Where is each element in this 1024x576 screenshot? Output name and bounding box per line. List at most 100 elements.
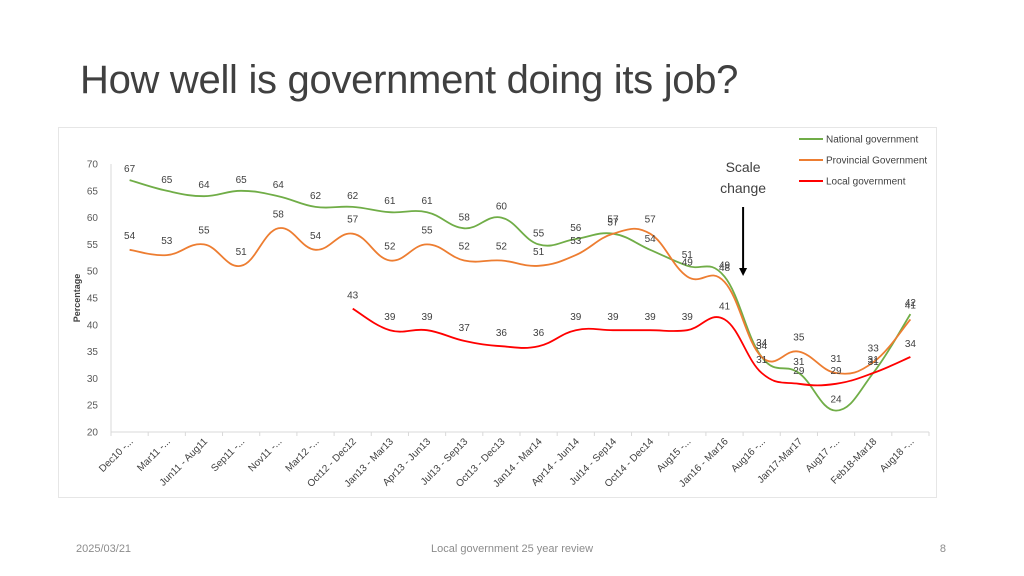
national-government-data-label: 62 — [347, 191, 359, 202]
national-government-data-label: 65 — [236, 175, 248, 186]
x-tick-label: Dec10 -... — [97, 436, 135, 474]
national-government-data-label: 24 — [830, 395, 842, 406]
national-government-data-label: 61 — [421, 196, 433, 207]
x-ticks: Dec10 -... Mar11 -...Jun11 - Aug11 Sep11 -… — [97, 432, 930, 490]
y-tick-label: 35 — [87, 347, 99, 358]
local-government-data-label: 39 — [682, 312, 694, 323]
y-tick-label: 55 — [87, 240, 99, 251]
x-tick-label: Aug16 -... — [729, 436, 767, 474]
national-government-data-label: 31 — [868, 357, 880, 368]
annotation-text-change: change — [720, 180, 766, 196]
local-government-data-label: 39 — [645, 312, 657, 323]
x-tick-label: Aug18 -... — [878, 436, 916, 474]
y-axis-label: Percentage — [72, 274, 82, 323]
chart-axes — [110, 164, 929, 433]
series-lines — [129, 179, 912, 412]
national-government-data-label: 64 — [198, 180, 210, 191]
provincial-government-data-label: 51 — [236, 247, 248, 258]
national-government-data-label: 49 — [719, 261, 731, 272]
y-tick-label: 65 — [87, 186, 99, 197]
national-government-data-label: 67 — [124, 164, 136, 175]
legend-label-national-government: National government — [826, 135, 918, 146]
provincial-government-data-label: 52 — [384, 241, 396, 252]
national-government-data-label: 62 — [310, 191, 322, 202]
national-government-data-label: 55 — [533, 228, 545, 239]
y-tick-label: 25 — [87, 401, 99, 412]
y-tick-label: 45 — [87, 294, 99, 305]
national-government-data-label: 61 — [384, 196, 396, 207]
local-government-data-label: 36 — [496, 328, 508, 339]
local-government-data-label: 29 — [830, 366, 842, 377]
y-tick-label: 60 — [87, 213, 99, 224]
provincial-government-data-label: 57 — [607, 215, 619, 226]
national-government-data-label: 51 — [682, 250, 694, 261]
national-government-data-label: 54 — [645, 234, 657, 245]
x-tick-label: Nov11 -... — [247, 436, 285, 474]
provincial-government-line — [129, 227, 912, 375]
local-government-data-label: 39 — [384, 312, 396, 323]
provincial-government-data-label: 57 — [645, 215, 657, 226]
legend-label-local-government: Local government — [826, 177, 906, 188]
x-tick-label: Mar11 -... — [135, 436, 173, 474]
national-government-data-label: 57 — [607, 218, 619, 229]
national-government-data-label: 64 — [273, 180, 285, 191]
footer-title: Local government 25 year review — [430, 543, 594, 555]
y-tick-label: 30 — [87, 374, 99, 385]
national-government-data-label: 56 — [570, 223, 582, 234]
national-government-data-label: 31 — [793, 357, 805, 368]
scale-change-annotation: Scale change — [720, 159, 766, 276]
provincial-government-data-label: 41 — [905, 300, 917, 311]
national-government-data-label: 58 — [459, 212, 471, 223]
y-tick-label: 20 — [87, 428, 99, 439]
page-number: 8 — [939, 543, 946, 555]
local-government-data-label: 34 — [905, 339, 917, 350]
provincial-government-data-label: 51 — [533, 247, 545, 258]
x-tick-label: Mar12 -... — [284, 436, 322, 474]
slide-title: How well is government doing its job? — [80, 58, 739, 102]
legend-label-provincial-government: Provincial Government — [826, 156, 927, 167]
provincial-government-data-label: 53 — [570, 236, 582, 247]
provincial-government-data-label: 57 — [347, 215, 359, 226]
local-government-data-label: 29 — [793, 366, 805, 377]
local-government-data-label: 39 — [421, 312, 433, 323]
provincial-government-data-label: 58 — [273, 209, 285, 220]
local-government-data-label: 41 — [719, 301, 731, 312]
y-tick-label: 40 — [87, 320, 99, 331]
local-government-data-label: 39 — [607, 312, 619, 323]
y-tick-label: 70 — [87, 160, 99, 171]
local-government-data-label: 37 — [459, 323, 471, 334]
x-tick-label: Aug17 -... — [804, 436, 842, 474]
y-ticks: 20 25 30 35 40 45 50 55 60 65 70 — [87, 160, 99, 439]
provincial-government-data-label: 53 — [161, 236, 173, 247]
provincial-government-data-label: 49 — [682, 258, 694, 269]
annotation-arrowhead — [739, 268, 748, 276]
provincial-government-data-label: 52 — [459, 241, 471, 252]
provincial-government-data-label: 54 — [310, 231, 322, 242]
provincial-government-data-label: 54 — [124, 231, 136, 242]
chart-frame: Percentage 20 25 30 35 40 45 50 55 60 65 70 Dec10 … — [58, 127, 937, 498]
national-government-data-label: 34 — [756, 341, 768, 352]
national-government-data-label: 60 — [496, 202, 508, 213]
local-government-line — [352, 307, 911, 387]
national-government-line — [129, 179, 912, 412]
provincial-government-data-label: 48 — [719, 263, 731, 274]
national-government-data-label: 65 — [161, 175, 173, 186]
provincial-government-data-label: 31 — [830, 354, 842, 365]
annotation-text-scale: Scale — [726, 159, 761, 175]
provincial-government-data-label: 33 — [868, 343, 880, 354]
x-tick-label: Aug15 -... — [655, 436, 693, 474]
provincial-government-data-label: 52 — [496, 241, 508, 252]
provincial-government-data-label: 35 — [793, 333, 805, 344]
x-tick-label: Sep11 -... — [209, 436, 247, 474]
local-government-data-label: 43 — [347, 291, 359, 302]
local-government-data-label: 36 — [533, 328, 545, 339]
provincial-government-data-label: 55 — [421, 225, 433, 236]
local-government-data-label: 39 — [570, 312, 582, 323]
footer-date: 2025/03/21 — [76, 543, 132, 555]
provincial-government-data-label: 34 — [756, 338, 768, 349]
local-government-data-label: 31 — [868, 355, 880, 366]
y-tick-label: 50 — [87, 267, 99, 278]
provincial-government-data-label: 55 — [198, 225, 210, 236]
chart-legend: National government Provincial Government… — [799, 135, 927, 188]
